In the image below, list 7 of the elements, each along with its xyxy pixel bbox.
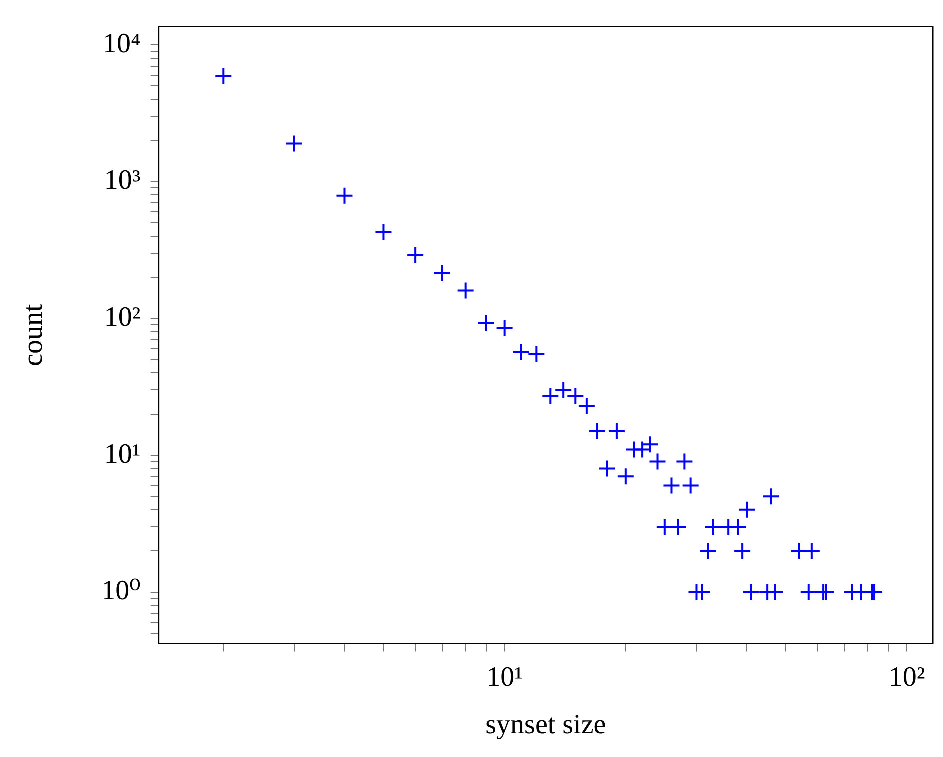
y-tick-label: 10⁴: [103, 28, 141, 60]
y-tick-label: 10¹: [104, 438, 141, 470]
y-tick-label: 10³: [104, 165, 141, 196]
y-tick-label: 10²: [104, 302, 141, 334]
y-axis-title: count: [18, 304, 50, 366]
y-tick-label: 10⁰: [102, 576, 141, 607]
x-axis-title: synset size: [486, 710, 606, 741]
